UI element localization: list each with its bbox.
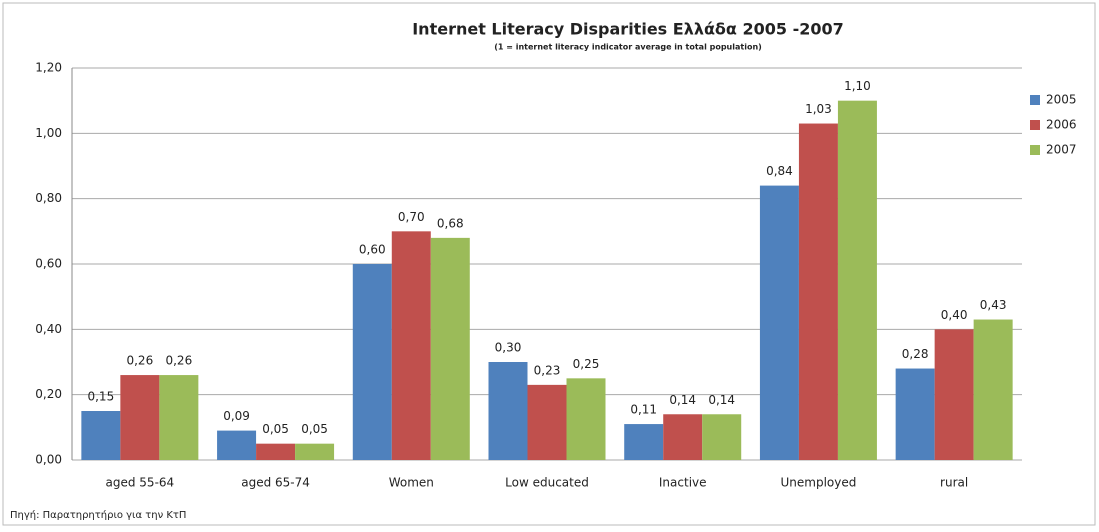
bar: [159, 375, 199, 460]
bar: [837, 100, 877, 461]
y-tick-label: 0,40: [35, 322, 62, 336]
data-label: 1,03: [805, 102, 832, 116]
data-label: 0,09: [223, 409, 250, 423]
data-label: 0,60: [359, 243, 386, 257]
bar: [217, 430, 257, 460]
chart-subtitle: (1 = internet literacy indicator average…: [494, 43, 762, 52]
data-label: 0,84: [766, 164, 793, 178]
data-label: 0,05: [262, 422, 289, 436]
y-tick-label: 0,80: [35, 191, 62, 205]
legend-swatch: [1030, 145, 1040, 155]
y-tick-label: 1,20: [35, 61, 62, 75]
y-tick-label: 0,60: [35, 257, 62, 271]
data-label: 0,14: [708, 393, 735, 407]
data-label: 0,30: [495, 341, 522, 355]
data-label: 0,23: [534, 363, 561, 377]
data-label: 0,25: [573, 357, 600, 371]
bar: [430, 237, 470, 460]
x-tick-label: Low educated: [505, 476, 589, 490]
x-tick-label: Unemployed: [780, 476, 856, 490]
x-tick-label: Women: [389, 476, 434, 490]
data-label: 0,43: [980, 298, 1007, 312]
source-note: Πηγή: Παρατηρητήριο για την ΚτΠ: [10, 509, 186, 521]
bar: [759, 185, 799, 460]
data-label: 0,28: [902, 347, 929, 361]
bar: [663, 414, 703, 460]
bar: [973, 319, 1013, 460]
bar: [624, 424, 664, 460]
data-label: 0,70: [398, 210, 425, 224]
data-label: 0,15: [87, 390, 114, 404]
legend-label: 2007: [1046, 143, 1077, 157]
data-label: 0,05: [301, 422, 328, 436]
data-label: 0,26: [165, 354, 192, 368]
data-label: 0,40: [941, 308, 968, 322]
bar: [81, 411, 121, 460]
bar: [895, 368, 935, 460]
legend-label: 2006: [1046, 118, 1077, 132]
bar: [391, 231, 431, 460]
bar: [934, 329, 974, 460]
bar: [566, 378, 606, 460]
legend-label: 2005: [1046, 93, 1077, 107]
bar: [702, 414, 742, 460]
data-label: 0,14: [669, 393, 696, 407]
bar: [798, 123, 838, 461]
data-label: 0,11: [630, 403, 657, 417]
data-label: 0,26: [126, 354, 153, 368]
bar: [256, 443, 296, 460]
x-tick-label: aged 55-64: [106, 476, 175, 490]
x-tick-label: aged 65-74: [241, 476, 310, 490]
x-tick-label: rural: [940, 476, 968, 490]
chart-title: Internet Literacy Disparities Ελλάδα 200…: [412, 20, 844, 39]
y-tick-label: 0,00: [35, 453, 62, 467]
bar: [488, 362, 528, 460]
legend-swatch: [1030, 95, 1040, 105]
y-tick-label: 0,20: [35, 387, 62, 401]
x-tick-label: Inactive: [659, 476, 707, 490]
bar: [352, 264, 392, 460]
bar: [120, 375, 160, 460]
legend-swatch: [1030, 120, 1040, 130]
data-label: 1,10: [844, 79, 871, 93]
bar: [527, 384, 567, 460]
y-tick-label: 1,00: [35, 126, 62, 140]
data-label: 0,68: [437, 216, 464, 230]
bar: [295, 443, 335, 460]
